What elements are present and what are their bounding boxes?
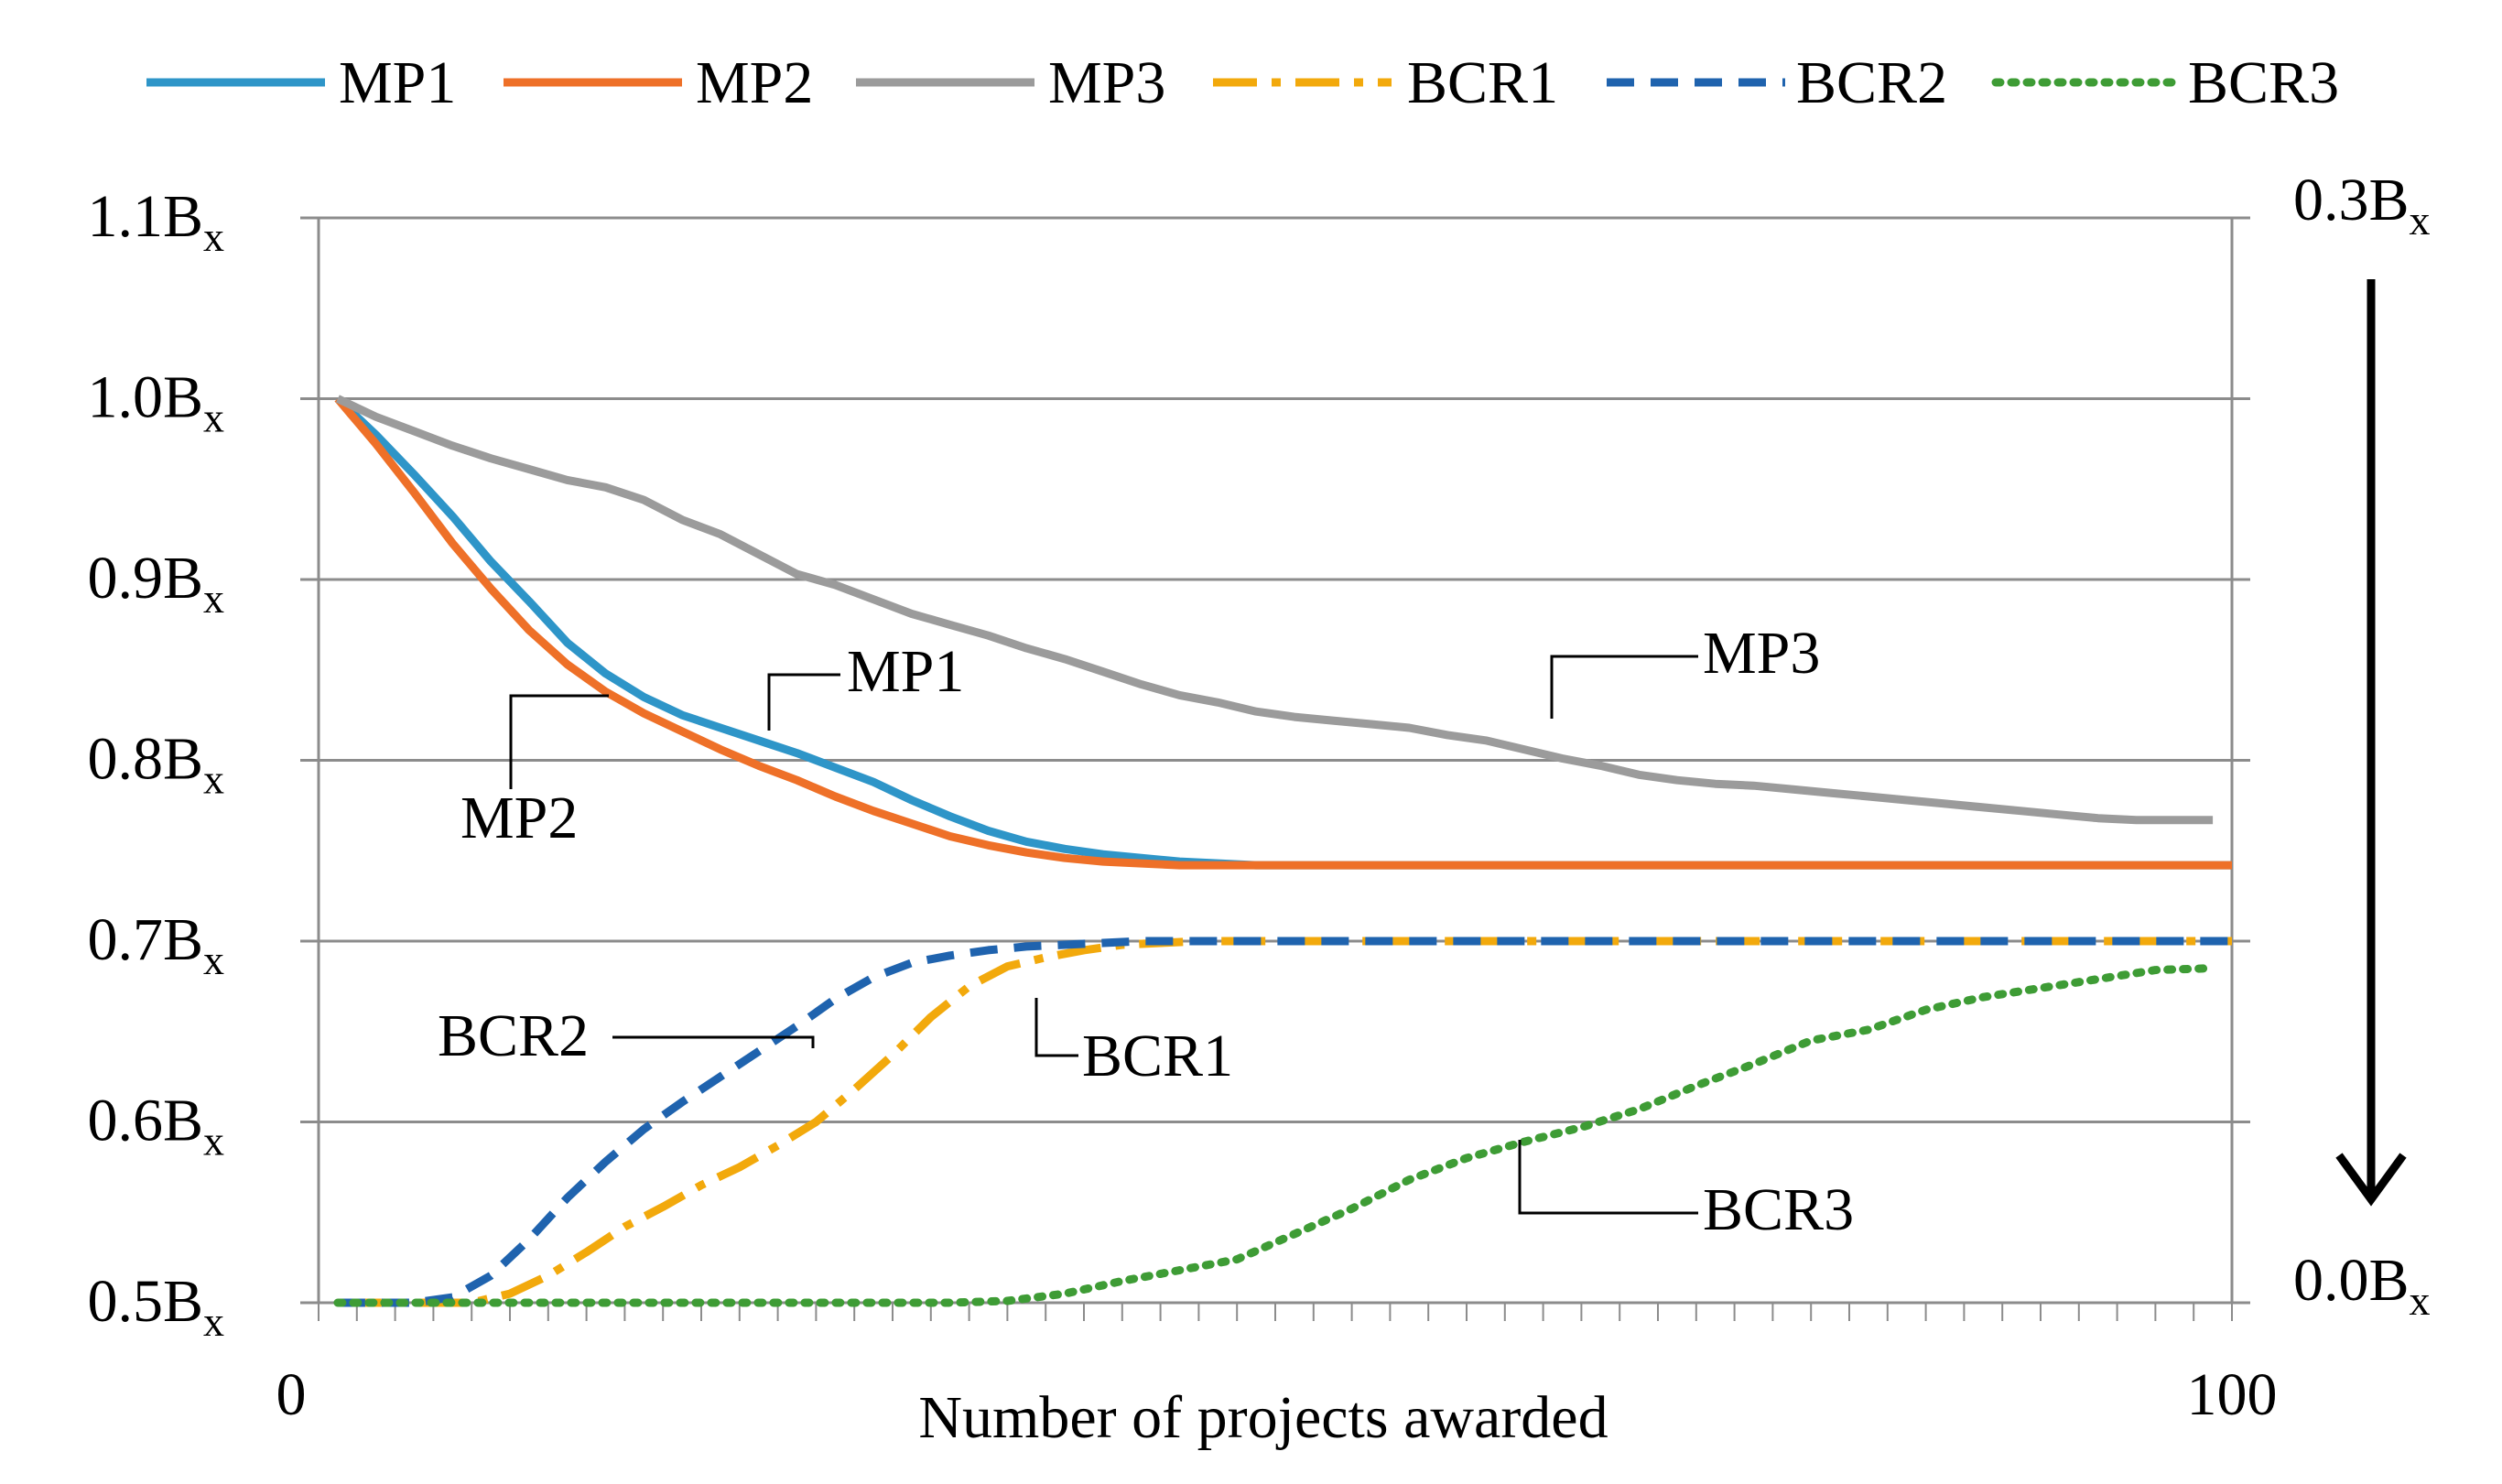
series-layer bbox=[333, 395, 2232, 1307]
legend-label-mp2: MP2 bbox=[696, 49, 813, 116]
x-tick-label-end: 100 bbox=[2187, 1361, 2278, 1428]
series-line-bcr1 bbox=[337, 937, 2232, 1307]
annotation-mp1: MP1 bbox=[847, 638, 964, 705]
down-arrow-icon bbox=[2335, 279, 2407, 1207]
y-tick-label: 0.6Bx bbox=[87, 1088, 224, 1164]
gridlines bbox=[300, 216, 2250, 1305]
series-annotations: MP1 MP2 MP3 BCR1 BCR2 BCR3 bbox=[438, 620, 1854, 1243]
legend-label-bcr3: BCR3 bbox=[2188, 49, 2339, 116]
annotation-bcr1: BCR1 bbox=[1082, 1023, 1233, 1089]
leader-bcr2 bbox=[612, 1035, 815, 1048]
y-tick-label: 0.5Bx bbox=[87, 1268, 224, 1345]
series-line-mp2 bbox=[334, 395, 2232, 870]
annotation-leaders bbox=[509, 655, 1698, 1215]
series-line-mp3 bbox=[335, 395, 2214, 825]
right-axis-top-label: 0.3Bx bbox=[2293, 167, 2431, 244]
legend-label-mp3: MP3 bbox=[1048, 49, 1165, 116]
annotation-bcr2: BCR2 bbox=[438, 1002, 589, 1069]
y-tick-label: 1.1Bx bbox=[87, 183, 224, 260]
legend: MP1 MP2 MP3 BCR1 BCR2 BCR3 bbox=[146, 49, 2339, 116]
y-tick-label: 0.7Bx bbox=[87, 906, 224, 983]
leader-mp2 bbox=[509, 694, 609, 789]
right-axis-bottom-label: 0.0Bx bbox=[2293, 1247, 2431, 1324]
leader-bcr3 bbox=[1518, 1140, 1698, 1215]
x-axis-title: Number of projects awarded bbox=[918, 1384, 1608, 1451]
series-line-bcr3 bbox=[333, 964, 2217, 1307]
y-tick-label: 1.0Bx bbox=[87, 364, 224, 441]
leader-bcr1 bbox=[1034, 998, 1078, 1057]
x-tick-label-start: 0 bbox=[276, 1361, 307, 1428]
annotation-mp2: MP2 bbox=[460, 785, 578, 851]
leader-mp1 bbox=[767, 673, 840, 731]
legend-label-bcr2: BCR2 bbox=[1796, 49, 1947, 116]
annotation-bcr3: BCR3 bbox=[1703, 1176, 1854, 1243]
legend-label-mp1: MP1 bbox=[339, 49, 456, 116]
series-line-bcr2 bbox=[337, 937, 2232, 1307]
y-tick-label: 0.9Bx bbox=[87, 545, 224, 622]
y-tick-label: 0.8Bx bbox=[87, 726, 224, 803]
y-axis-tick-labels: 0.5Bx 0.6Bx 0.7Bx 0.8Bx 0.9Bx 1.0Bx 1.1B… bbox=[87, 183, 224, 1345]
leader-mp3 bbox=[1550, 655, 1698, 719]
legend-label-bcr1: BCR1 bbox=[1407, 49, 1558, 116]
annotation-mp3: MP3 bbox=[1703, 620, 1820, 687]
